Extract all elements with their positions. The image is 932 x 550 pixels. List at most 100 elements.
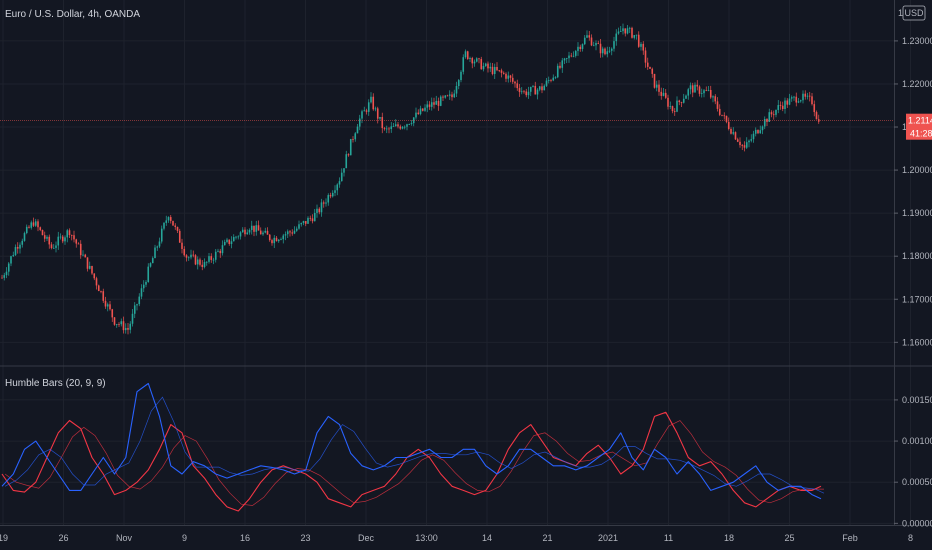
candle-body (628, 27, 631, 29)
indicator-title: Humble Bars (20, 9, 9) (5, 378, 106, 389)
time-tick-label: 13:00 (415, 533, 438, 543)
candle-body (264, 230, 267, 233)
candle-body (286, 231, 289, 235)
candle-body (565, 58, 568, 60)
bar-countdown: 41:28 (910, 129, 932, 139)
indicator-axis[interactable]: 0.00150 0.00100 0.00050 0.00000 (894, 395, 932, 528)
candle-body (520, 91, 523, 93)
candle-body (739, 141, 741, 146)
candle-body (793, 96, 795, 98)
candle-body (163, 222, 165, 229)
candle-body (167, 217, 170, 221)
candle-body (325, 202, 327, 204)
candle-body (388, 128, 390, 130)
candle-body (273, 237, 276, 244)
price-candles[interactable] (1, 23, 820, 335)
candle-body (118, 324, 120, 325)
candle-body (768, 112, 771, 122)
candle-body (122, 321, 125, 331)
candle-body (104, 300, 107, 307)
candle-body (25, 226, 28, 234)
candle-body (300, 223, 303, 225)
candle-body (205, 261, 208, 263)
candle-body (34, 221, 37, 226)
candle-body (752, 133, 755, 140)
price-tick-label: 1.17000 (902, 294, 932, 304)
candle-body (73, 235, 75, 240)
candle-body (223, 241, 226, 246)
indicator-signal-blue (4, 396, 825, 494)
candle-body (615, 33, 618, 42)
candle-body (329, 195, 332, 197)
candle-body (550, 80, 552, 81)
candle-body (617, 31, 620, 34)
candle-body (372, 96, 375, 110)
candle-body (307, 217, 309, 224)
time-tick-label: 19 (0, 533, 8, 543)
candle-body (518, 88, 521, 93)
candle-body (516, 83, 519, 89)
candle-body (145, 281, 147, 285)
candle-body (86, 257, 89, 269)
candle-body (133, 305, 136, 314)
candle-body (694, 84, 696, 93)
candle-body (813, 104, 816, 113)
candle-body (217, 250, 219, 252)
candle-body (646, 62, 649, 67)
candle-body (642, 43, 645, 51)
candle-body (446, 95, 449, 97)
candle-body (536, 89, 539, 95)
candle-body (761, 126, 764, 131)
candle-body (327, 195, 330, 203)
candle-body (156, 246, 159, 248)
chart-title: Euro / U.S. Dollar, 4h, OANDA (5, 9, 140, 20)
candle-body (385, 128, 388, 130)
candle-body (149, 263, 152, 267)
time-axis[interactable]: 19 26 Nov 9 16 23 Dec 13:00 14 21 2021 11 18 25 Feb 8 (0, 533, 913, 543)
indicator-lines[interactable] (1, 382, 825, 512)
time-tick-label: 16 (240, 533, 250, 543)
candle-body (100, 291, 102, 292)
candle-body (379, 117, 381, 119)
candle-body (111, 309, 114, 318)
candle-body (709, 89, 712, 98)
candle-body (298, 224, 300, 229)
candle-body (232, 237, 235, 242)
candle-body (815, 112, 818, 120)
candle-body (275, 237, 278, 242)
candle-body (271, 240, 273, 244)
candle-body (183, 248, 186, 256)
current-price-tag: 1.21147 41:28 (906, 113, 932, 140)
candle-body (444, 95, 447, 98)
candle-body (93, 273, 96, 279)
candle-body (266, 230, 269, 235)
candle-body (302, 221, 305, 224)
candle-body (124, 327, 127, 331)
candle-body (608, 50, 611, 52)
candle-body (563, 58, 566, 61)
candle-body (311, 218, 314, 222)
candle-body (196, 259, 199, 265)
candle-body (439, 96, 442, 106)
candle-body (804, 93, 807, 97)
candle-body (489, 66, 492, 69)
candle-body (527, 91, 530, 96)
candle-body (120, 321, 123, 325)
candle-body (151, 258, 154, 264)
candle-body (28, 226, 30, 228)
candle-body (154, 247, 156, 259)
candle-body (358, 118, 361, 127)
scale-mode-label[interactable]: 1 (898, 8, 903, 18)
candle-body (23, 233, 26, 241)
currency-badge[interactable]: USD (902, 5, 926, 21)
candle-body (187, 257, 190, 259)
candle-body (259, 230, 262, 235)
candle-body (448, 94, 451, 96)
candle-body (538, 86, 541, 90)
candle-body (390, 126, 393, 130)
candle-body (559, 65, 561, 68)
candle-body (399, 126, 402, 129)
candle-body (410, 123, 413, 125)
